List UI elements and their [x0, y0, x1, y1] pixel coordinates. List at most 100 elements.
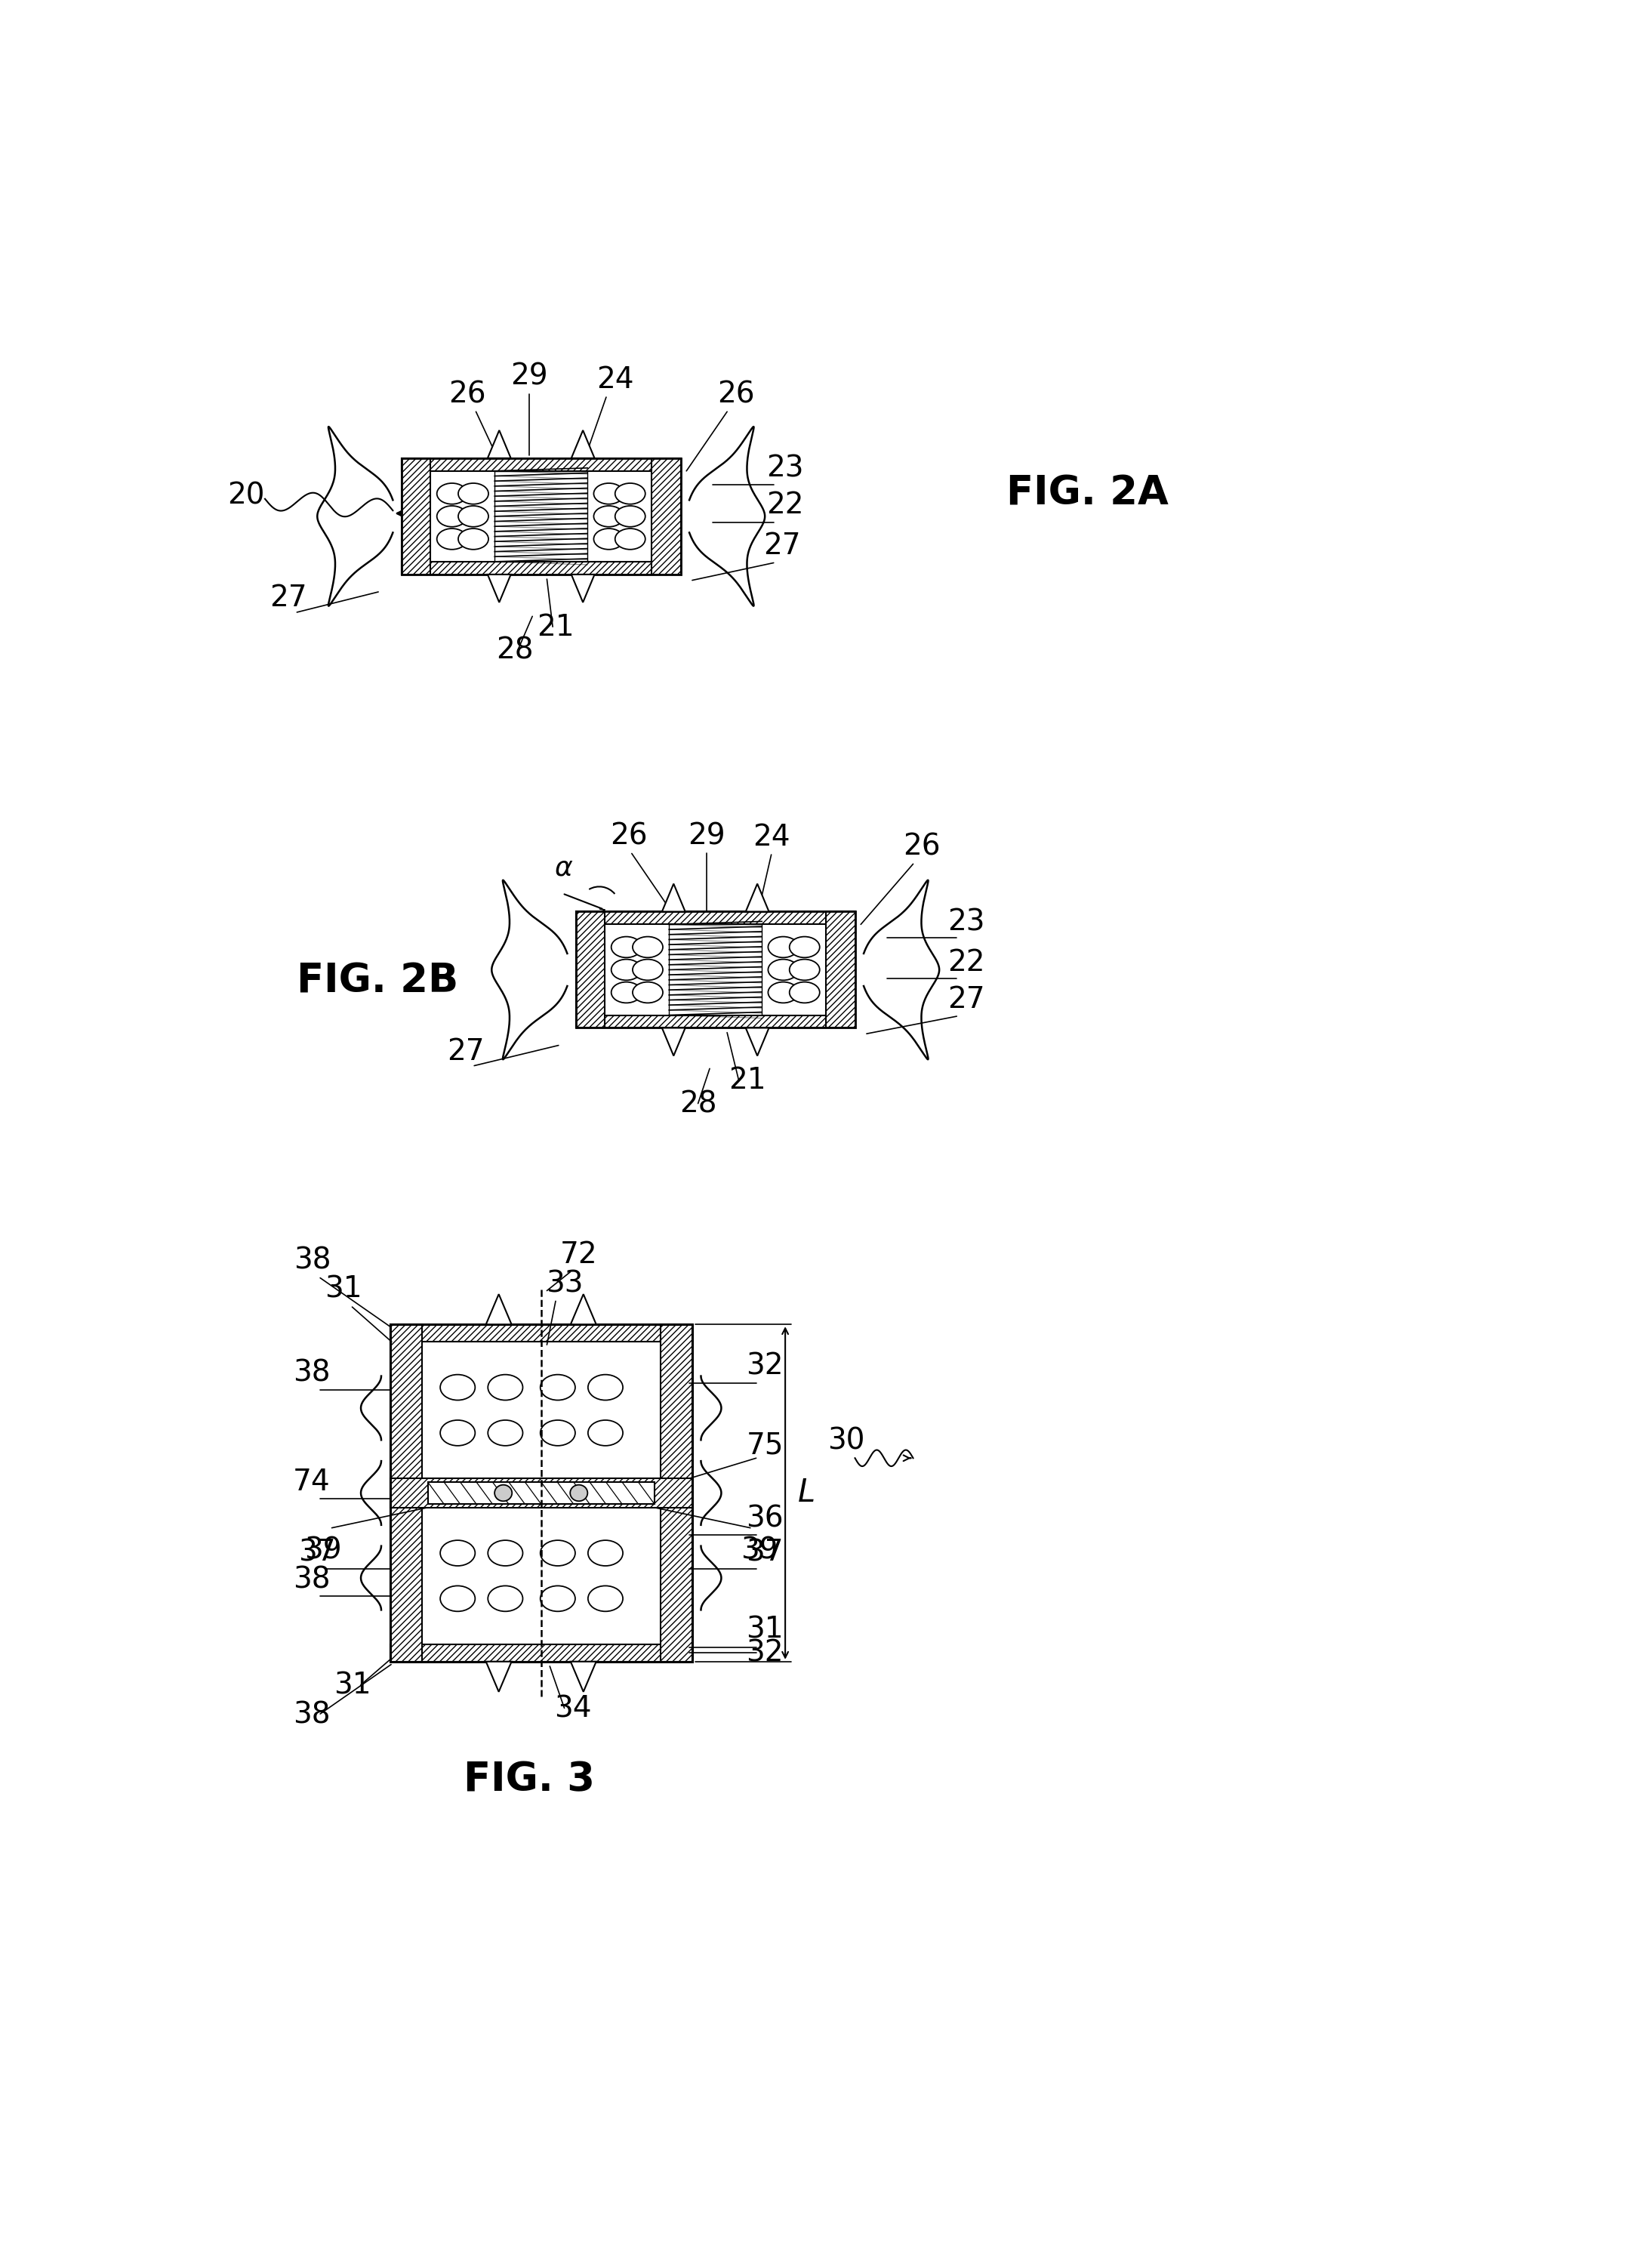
- Bar: [390, 1325, 693, 1662]
- Bar: [390, 1479, 693, 1508]
- Text: 21: 21: [536, 612, 574, 642]
- Ellipse shape: [571, 1486, 587, 1501]
- Ellipse shape: [441, 1374, 475, 1399]
- Bar: [401, 458, 681, 472]
- Bar: [651, 458, 681, 574]
- Text: 30: 30: [827, 1427, 865, 1456]
- Ellipse shape: [438, 528, 467, 549]
- Ellipse shape: [441, 1420, 475, 1445]
- Ellipse shape: [489, 1585, 523, 1610]
- Text: 28: 28: [679, 1091, 717, 1118]
- Ellipse shape: [594, 528, 623, 549]
- Bar: [390, 1325, 693, 1662]
- Text: L: L: [798, 1476, 816, 1508]
- Bar: [421, 1343, 660, 1479]
- Ellipse shape: [790, 982, 819, 1002]
- Text: 23: 23: [948, 907, 985, 937]
- Ellipse shape: [633, 959, 663, 980]
- Text: 26: 26: [717, 381, 755, 408]
- Ellipse shape: [459, 483, 489, 503]
- Polygon shape: [487, 574, 512, 603]
- Polygon shape: [487, 431, 512, 458]
- Text: 29: 29: [510, 363, 548, 390]
- Text: 31: 31: [324, 1275, 362, 1304]
- Bar: [390, 1644, 693, 1662]
- Polygon shape: [571, 431, 594, 458]
- Bar: [390, 1325, 421, 1662]
- Text: 26: 26: [449, 381, 485, 408]
- Ellipse shape: [441, 1585, 475, 1610]
- Ellipse shape: [587, 1585, 623, 1610]
- Ellipse shape: [438, 483, 467, 503]
- Text: 20: 20: [227, 481, 265, 510]
- Ellipse shape: [615, 506, 645, 526]
- Ellipse shape: [459, 528, 489, 549]
- Text: FIG. 2B: FIG. 2B: [298, 962, 459, 1000]
- Ellipse shape: [790, 959, 819, 980]
- Ellipse shape: [612, 982, 642, 1002]
- Bar: [421, 1508, 660, 1644]
- Text: 72: 72: [561, 1241, 597, 1268]
- Text: 27: 27: [270, 583, 308, 612]
- Text: 29: 29: [688, 821, 725, 850]
- Text: 75: 75: [747, 1431, 783, 1461]
- Bar: [390, 1325, 693, 1343]
- Bar: [401, 458, 681, 574]
- Text: 22: 22: [948, 948, 985, 978]
- Bar: [576, 912, 855, 1027]
- Ellipse shape: [768, 982, 798, 1002]
- Polygon shape: [745, 1027, 768, 1057]
- Polygon shape: [485, 1662, 512, 1692]
- Ellipse shape: [495, 1486, 512, 1501]
- Ellipse shape: [768, 937, 798, 957]
- Text: 32: 32: [747, 1352, 783, 1381]
- Text: FIG. 3: FIG. 3: [464, 1760, 595, 1801]
- Ellipse shape: [612, 937, 642, 957]
- Text: 34: 34: [554, 1694, 592, 1724]
- Ellipse shape: [612, 959, 642, 980]
- Text: 26: 26: [610, 821, 648, 850]
- Ellipse shape: [489, 1420, 523, 1445]
- Ellipse shape: [459, 506, 489, 526]
- Bar: [670, 925, 762, 1016]
- Bar: [576, 912, 855, 1027]
- Text: 36: 36: [747, 1504, 783, 1533]
- Polygon shape: [571, 574, 594, 603]
- Text: 27: 27: [948, 984, 985, 1014]
- Ellipse shape: [633, 937, 663, 957]
- Ellipse shape: [633, 982, 663, 1002]
- Text: FIG. 2A: FIG. 2A: [1007, 474, 1168, 513]
- Ellipse shape: [768, 959, 798, 980]
- Bar: [421, 1508, 660, 1644]
- Bar: [660, 1325, 693, 1662]
- Ellipse shape: [790, 937, 819, 957]
- Bar: [576, 1016, 855, 1027]
- Text: 28: 28: [497, 635, 533, 665]
- Polygon shape: [571, 1295, 595, 1325]
- Text: 38: 38: [293, 1701, 331, 1728]
- Ellipse shape: [615, 483, 645, 503]
- Text: 37: 37: [298, 1538, 336, 1567]
- Text: 38: 38: [293, 1565, 331, 1594]
- Polygon shape: [661, 885, 686, 912]
- Bar: [421, 1343, 660, 1479]
- Text: 39: 39: [304, 1535, 342, 1565]
- Polygon shape: [745, 885, 768, 912]
- Text: 38: 38: [293, 1359, 331, 1388]
- Text: 39: 39: [740, 1535, 778, 1565]
- Text: 37: 37: [747, 1538, 783, 1567]
- Text: 38: 38: [294, 1245, 331, 1275]
- Bar: [431, 472, 651, 562]
- Text: 33: 33: [546, 1270, 582, 1297]
- Text: 21: 21: [729, 1066, 767, 1095]
- Ellipse shape: [594, 506, 623, 526]
- Ellipse shape: [489, 1374, 523, 1399]
- Text: 26: 26: [903, 832, 941, 862]
- Bar: [401, 458, 681, 574]
- Text: 27: 27: [447, 1036, 484, 1066]
- Bar: [401, 562, 681, 574]
- Ellipse shape: [540, 1585, 576, 1610]
- Text: 31: 31: [747, 1615, 783, 1644]
- Ellipse shape: [441, 1540, 475, 1565]
- Text: 22: 22: [767, 490, 804, 519]
